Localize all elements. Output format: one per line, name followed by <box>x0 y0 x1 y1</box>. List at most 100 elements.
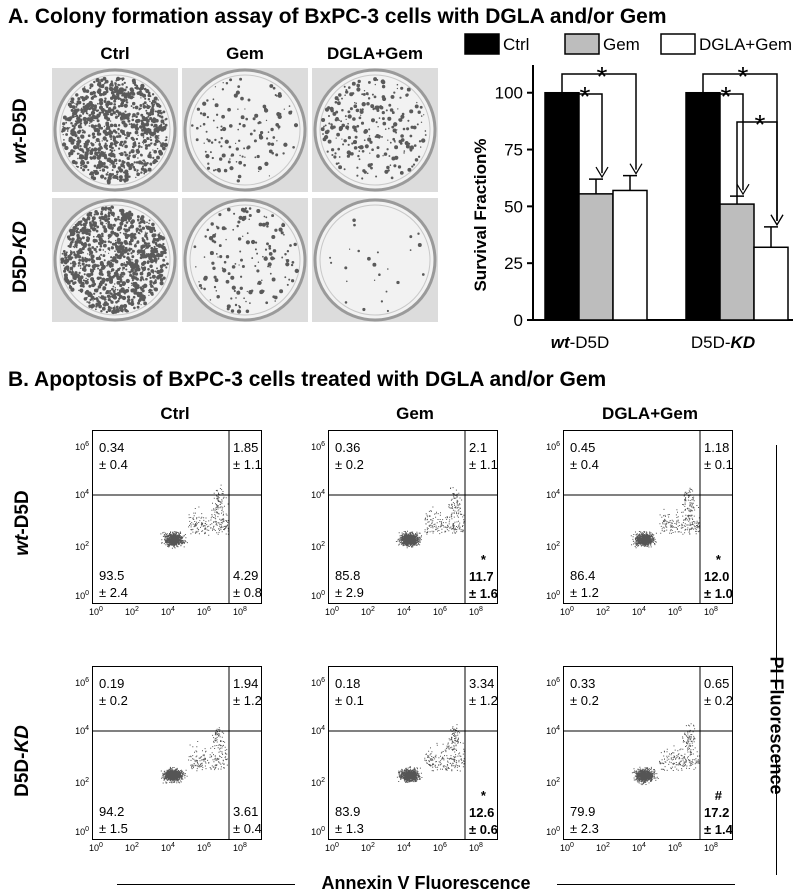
flow-y-tick-label: 102 <box>311 777 325 788</box>
flow-x-tick-label: 100 <box>89 842 103 853</box>
significance-bracket <box>736 121 778 221</box>
quadrant-upper-left: 0.45 ± 0.4 <box>570 439 599 473</box>
colony-plate-wt-ctrl <box>52 68 178 192</box>
bar-y-axis-label: Survival Fraction% <box>471 138 490 291</box>
quadrant-sd: ± 0.8 <box>233 585 262 600</box>
quadrant-upper-left: 0.34 ± 0.4 <box>99 439 128 473</box>
significance-mark: * <box>480 788 486 803</box>
flow-y-tick-label: 102 <box>75 777 89 788</box>
error-bar <box>730 195 744 205</box>
quadrant-sd: ± 1.3 <box>335 821 364 836</box>
quadrant-percent: 85.8 <box>335 568 361 583</box>
flow-y-tick-label: 100 <box>75 590 89 601</box>
y-axis-title-rule-top <box>776 445 777 690</box>
quadrant-percent: 79.9 <box>570 804 596 819</box>
flow-x-tick-label: 108 <box>469 606 483 617</box>
flow-y-tick-label: 104 <box>546 489 560 500</box>
bar-y-tick-label: 0 <box>514 311 523 330</box>
colonies <box>60 205 169 315</box>
flow-x-tick-label: 104 <box>161 606 175 617</box>
colony-row-label-wt: wt-D5D <box>10 98 31 164</box>
significance-asterisk: * <box>580 81 591 112</box>
colony-plate-kd-dgla-gem <box>312 198 438 322</box>
flow-header-ctrl: Ctrl <box>160 404 190 423</box>
quadrant-lower-right: 4.29 ± 0.8 <box>233 567 262 601</box>
flow-y-tick-label: 106 <box>546 677 560 688</box>
flow-events <box>631 723 700 786</box>
flow-x-tick-label: 108 <box>233 842 247 853</box>
colony-plate-kd-ctrl <box>52 198 178 322</box>
quadrant-upper-right: 2.1 ± 1.1 <box>469 439 498 473</box>
quadrant-sd: ± 0.2 <box>704 693 733 708</box>
colonies <box>191 77 299 183</box>
flow-x-tick-label: 102 <box>125 842 139 853</box>
significance-arrow <box>629 163 643 175</box>
quadrant-sd: ± 1.2 <box>570 585 599 600</box>
flow-y-tick-label: 104 <box>311 725 325 736</box>
bar-dgla-gem-1 <box>753 246 789 321</box>
flow-x-tick-label: 106 <box>668 606 682 617</box>
flow-y-tick-label: 104 <box>75 489 89 500</box>
significance-arrow <box>736 183 750 196</box>
quadrant-percent: 0.34 <box>99 440 125 455</box>
flow-x-tick-label: 108 <box>469 842 483 853</box>
flow-y-tick-label: 100 <box>546 590 560 601</box>
significance-asterisk: * <box>755 109 766 140</box>
petri-dish <box>313 68 437 192</box>
error-bar <box>623 174 637 191</box>
legend-swatch <box>464 33 500 55</box>
quadrant-sd: ± 0.2 <box>570 693 599 708</box>
quadrant-upper-right: 3.34 ± 1.2 <box>469 675 498 709</box>
significance-mark: * <box>715 552 721 567</box>
flow-scatter <box>564 667 732 839</box>
legend-label: DGLA+Gem <box>699 35 792 54</box>
flow-x-tick-label: 104 <box>397 842 411 853</box>
quadrant-sd: ± 1.5 <box>99 821 128 836</box>
flow-scatter <box>329 431 497 603</box>
legend-label: Ctrl <box>503 35 529 54</box>
legend-swatch <box>564 33 600 55</box>
flow-y-tick-label: 102 <box>546 777 560 788</box>
quadrant-lower-left: 93.5 ± 2.4 <box>99 567 128 601</box>
quadrant-upper-left: 0.18 ± 0.1 <box>335 675 364 709</box>
quadrant-sd: ± 2.4 <box>99 585 128 600</box>
quadrant-sd: ± 2.9 <box>335 585 364 600</box>
error-bar <box>589 178 603 194</box>
flow-events <box>395 487 465 549</box>
legend-swatch <box>660 33 696 55</box>
quadrant-percent: 2.1 <box>469 440 488 455</box>
flow-x-tick-label: 100 <box>325 842 339 853</box>
flow-x-tick-label: 100 <box>325 606 339 617</box>
quadrant-sd: ± 1.6 <box>469 586 498 601</box>
flow-x-tick-label: 100 <box>89 606 103 617</box>
quadrant-percent: 4.29 <box>233 568 259 583</box>
quadrant-upper-left: 0.19 ± 0.2 <box>99 675 128 709</box>
flow-x-tick-label: 102 <box>596 606 610 617</box>
significance-mark: * <box>480 552 486 567</box>
flow-events <box>160 727 228 784</box>
quadrant-percent: 3.61 <box>233 804 259 819</box>
flow-x-tick-label: 100 <box>560 842 574 853</box>
colony-plate-wt-dgla-gem <box>312 68 438 192</box>
quadrant-lower-right: * 12.6 ± 0.6 <box>469 787 498 838</box>
quadrant-upper-right: 1.18 ± 0.1 <box>704 439 733 473</box>
quadrant-percent: 0.36 <box>335 440 361 455</box>
quadrant-lower-left: 85.8 ± 2.9 <box>335 567 364 601</box>
flow-y-tick-label: 106 <box>311 441 325 452</box>
quadrant-sd: ± 1.0 <box>704 586 733 601</box>
flow-plot: 0.45 ± 0.4 1.18 ± 0.1 86.4 ± 1.2 * 12.0 ± 1.0 100… <box>546 430 733 617</box>
flow-plot: 0.34 ± 0.4 1.85 ± 1.1 93.5 ± 2.4 4.29 ± 0.8 100 1… <box>75 430 262 617</box>
flow-row-label-kd: D5D-KD <box>12 725 33 797</box>
pi-axis-label: PI Fluorescence <box>766 656 787 795</box>
error-bar <box>764 226 778 248</box>
flow-y-tick-label: 104 <box>311 489 325 500</box>
bar-ctrl-1 <box>685 91 721 321</box>
flow-x-tick-label: 106 <box>197 842 211 853</box>
significance-mark: # <box>714 788 723 803</box>
flow-y-tick-label: 104 <box>546 725 560 736</box>
flow-y-tick-label: 100 <box>311 590 325 601</box>
significance-asterisk: * <box>738 61 749 92</box>
quadrant-sd: ± 1.2 <box>233 693 262 708</box>
flow-scatter <box>329 667 497 839</box>
